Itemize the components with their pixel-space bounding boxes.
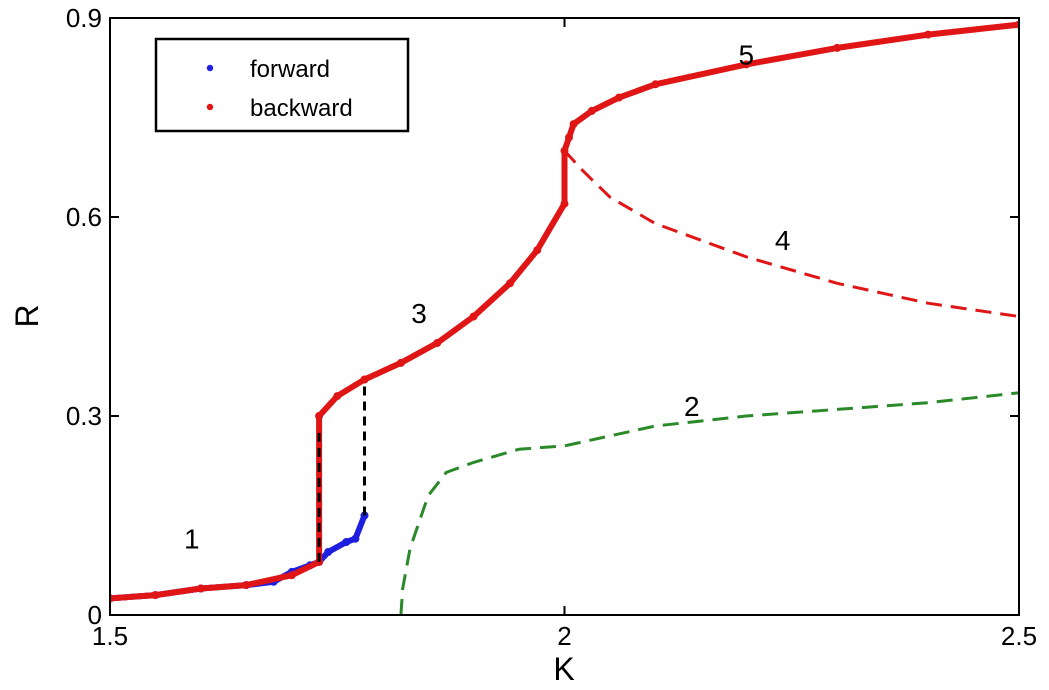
point-backward-23 (924, 30, 933, 39)
point-backward-13 (533, 246, 542, 255)
legend-marker-backward (206, 103, 214, 111)
branch-label-5: 5 (739, 39, 755, 70)
x-axis-title: K (553, 651, 574, 687)
point-backward-8 (360, 375, 369, 384)
point-backward-1 (151, 591, 160, 600)
point-backward-20 (651, 80, 660, 89)
point-backward-16 (565, 133, 573, 142)
point-backward-9 (396, 358, 405, 367)
point-backward-17 (569, 120, 578, 129)
point-backward-10 (433, 339, 442, 347)
branch-label-1: 1 (184, 524, 200, 555)
dashed-branch-3 (399, 391, 1019, 615)
y-tick-label-3: 0.9 (66, 3, 102, 33)
series-backward (110, 20, 1019, 603)
y-tick-label-2: 0.6 (66, 202, 102, 232)
y-axis-title: R (9, 304, 45, 327)
x-tick-label-0: 1.5 (92, 621, 128, 651)
legend-marker-forward (206, 64, 214, 72)
legend-label-backward: backward (250, 95, 353, 122)
point-backward-2 (196, 584, 205, 593)
point-backward-6 (315, 412, 324, 420)
point-backward-3 (242, 581, 251, 590)
legend-label-forward: forward (250, 56, 330, 83)
point-backward-4 (287, 571, 296, 580)
point-backward-12 (506, 279, 514, 288)
point-backward-7 (333, 392, 342, 401)
x-tick-label-2: 2.5 (1001, 621, 1037, 651)
point-forward-10 (351, 534, 360, 543)
dashed-branch-2 (563, 149, 1019, 318)
point-backward-21 (742, 60, 751, 69)
point-backward-14 (560, 199, 569, 208)
x-tick-label-1: 2 (557, 621, 571, 651)
branch-label-4: 4 (775, 225, 791, 256)
point-backward-11 (469, 312, 478, 321)
point-forward-9 (342, 538, 351, 546)
y-tick-label-0: 0 (88, 600, 102, 630)
point-forward-8 (324, 548, 333, 556)
branch-label-2: 2 (684, 391, 700, 422)
legend-box (154, 37, 410, 133)
point-backward-22 (833, 43, 842, 52)
y-tick-label-1: 0.3 (66, 401, 102, 431)
branch-label-3: 3 (411, 298, 427, 329)
point-backward-18 (587, 106, 596, 115)
point-backward-19 (615, 93, 623, 102)
legend: forward backward (154, 37, 410, 133)
